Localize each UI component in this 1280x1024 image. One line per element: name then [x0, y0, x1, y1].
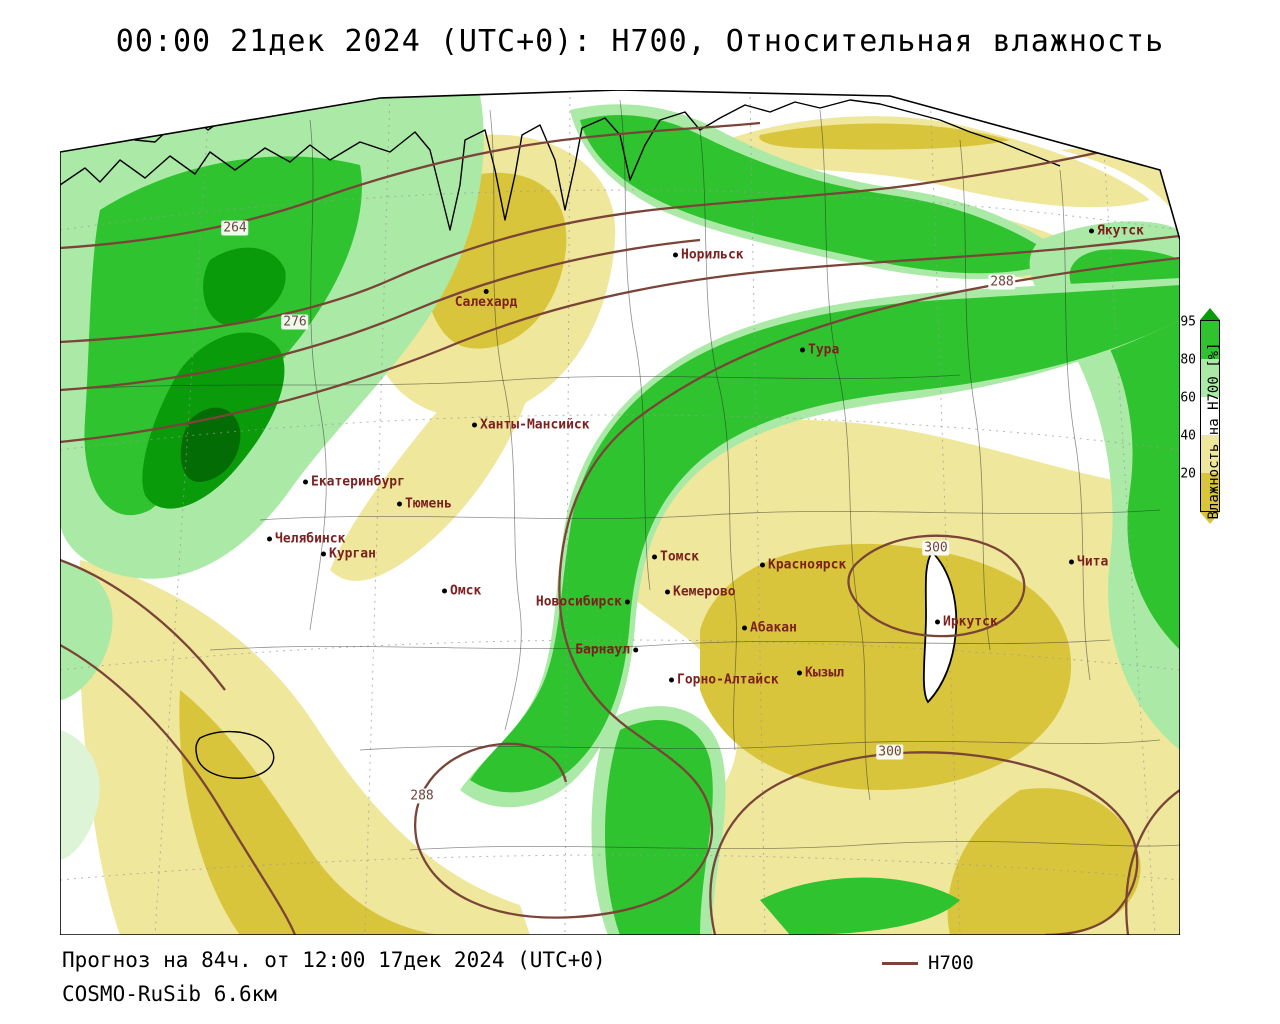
- city-label: Красноярск: [768, 557, 847, 573]
- city-label: Барнаул: [575, 642, 630, 658]
- city-label: Иркутск: [943, 614, 998, 630]
- legend-tick-column: 95 80 60 40 20: [1176, 308, 1198, 534]
- city-label: Якутск: [1097, 223, 1144, 239]
- city-marker: Якутск: [1089, 225, 1144, 238]
- legend-arrow-down-icon: [1200, 512, 1220, 524]
- city-dot-icon: [669, 677, 674, 683]
- city-dot-icon: [1069, 559, 1074, 565]
- city-dot-icon: [442, 588, 447, 594]
- model-info-line: COSMO-RuSib 6.6км: [62, 982, 277, 1006]
- city-marker: Иркутск: [935, 616, 998, 629]
- city-dot-icon: [665, 589, 670, 595]
- city-dot-icon: [742, 625, 747, 631]
- city-marker: Кызыл: [797, 667, 844, 680]
- city-dot-icon: [797, 670, 802, 676]
- city-label: Чита: [1077, 554, 1109, 570]
- weather-map-svg: [60, 90, 1180, 935]
- city-dot-icon: [760, 562, 765, 568]
- city-dot-icon: [321, 551, 326, 557]
- city-label: Челябинск: [275, 531, 346, 547]
- city-marker: Новосибирск: [536, 596, 630, 609]
- city-label: Салехард: [454, 295, 518, 310]
- contour-line-key: H700: [882, 952, 974, 974]
- city-label: Екатеринбург: [311, 474, 405, 490]
- city-marker: Ханты-Мансийск: [472, 419, 590, 432]
- legend-bar: [1200, 320, 1220, 512]
- city-label: Омск: [450, 583, 482, 599]
- city-marker: Омск: [442, 585, 481, 598]
- city-label: Курган: [329, 546, 376, 562]
- city-dot-icon: [800, 347, 805, 353]
- contour-line-sample-icon: [882, 961, 918, 965]
- legend-colorbar: [1200, 308, 1220, 524]
- contour-value-label: 300: [876, 744, 904, 760]
- city-marker: Тура: [800, 344, 839, 357]
- city-dot-icon: [652, 554, 657, 560]
- legend-color-segment: [1201, 359, 1219, 397]
- legend-tick: 60: [1180, 390, 1196, 406]
- city-marker: Челябинск: [267, 533, 345, 546]
- city-dot-icon: [935, 619, 940, 625]
- city-dot-icon: [673, 252, 678, 258]
- legend-color-segment: [1201, 397, 1219, 435]
- city-label: Норильск: [681, 247, 744, 263]
- weather-map: Норильск Салехард Тура Якутск Ханты-Мансийск…: [60, 90, 1180, 935]
- city-marker: Норильск: [673, 249, 744, 262]
- city-label: Абакан: [750, 620, 797, 636]
- contour-value-label: 276: [281, 314, 309, 330]
- city-marker: Горно-Алтайск: [669, 674, 779, 687]
- city-marker: Салехард: [454, 289, 518, 310]
- city-dot-icon: [483, 289, 489, 294]
- city-dot-icon: [633, 647, 638, 653]
- legend-axis-label: Влажность на H700 [%]: [1206, 342, 1222, 520]
- legend-tick: 40: [1180, 428, 1196, 444]
- city-label: Горно-Алтайск: [677, 672, 779, 688]
- legend-color-segment: [1201, 435, 1219, 473]
- legend-tick: 95: [1180, 314, 1196, 330]
- city-dot-icon: [267, 536, 272, 542]
- city-dot-icon: [303, 479, 308, 485]
- map-overlay: Норильск Салехард Тура Якутск Ханты-Мансийск…: [60, 90, 1180, 935]
- contour-value-label: 300: [922, 540, 950, 556]
- city-dot-icon: [625, 599, 630, 605]
- city-label: Томск: [660, 549, 700, 565]
- city-marker: Курган: [321, 548, 376, 561]
- city-label: Тюмень: [405, 496, 452, 512]
- legend-tick: 80: [1180, 352, 1196, 368]
- city-marker: Красноярск: [760, 559, 846, 572]
- city-label: Ханты-Мансийск: [480, 417, 590, 433]
- city-marker: Тюмень: [397, 498, 452, 511]
- forecast-info-line: Прогноз на 84ч. от 12:00 17дек 2024 (UTC…: [62, 948, 606, 972]
- legend-color-segment: [1201, 473, 1219, 511]
- city-label: Новосибирск: [535, 594, 622, 610]
- legend-color-segment: [1201, 321, 1219, 359]
- city-dot-icon: [472, 422, 477, 428]
- legend-tick: 20: [1180, 466, 1196, 482]
- city-marker: Томск: [652, 551, 699, 564]
- city-dot-icon: [397, 501, 402, 507]
- humidity-legend: 95 80 60 40 20 Влажность на H700 [%]: [1176, 308, 1276, 548]
- city-label: Тура: [808, 342, 840, 358]
- city-marker: Чита: [1069, 556, 1108, 569]
- city-label: Кемерово: [673, 584, 736, 600]
- city-marker: Абакан: [742, 622, 797, 635]
- contour-line-key-label: H700: [928, 952, 974, 974]
- city-dot-icon: [1089, 228, 1094, 234]
- city-marker: Барнаул: [575, 644, 638, 657]
- contour-value-label: 288: [988, 274, 1016, 290]
- city-marker: Екатеринбург: [303, 476, 405, 489]
- page-title: 00:00 21дек 2024 (UTC+0): H700, Относите…: [115, 24, 1165, 59]
- city-marker: Кемерово: [665, 586, 736, 599]
- contour-value-label: 288: [408, 788, 436, 804]
- city-label: Кызыл: [805, 665, 845, 681]
- legend-arrow-up-icon: [1200, 308, 1220, 320]
- contour-value-label: 264: [221, 220, 249, 236]
